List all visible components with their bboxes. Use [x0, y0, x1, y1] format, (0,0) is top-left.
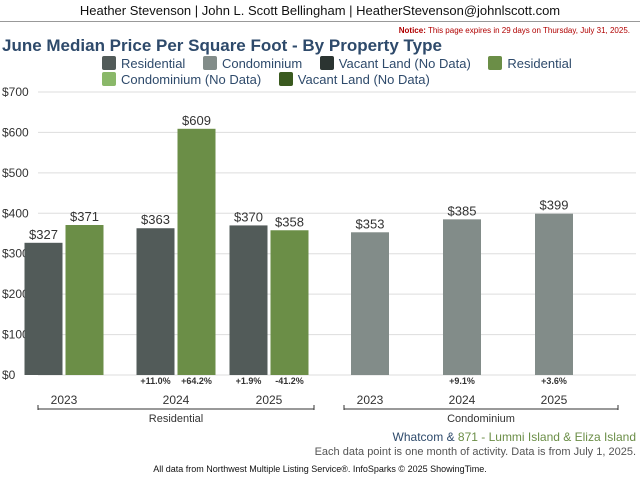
y-tick-label: $300	[2, 247, 29, 261]
legend-swatch	[102, 72, 116, 86]
contact-header: Heather Stevenson | John L. Scott Bellin…	[0, 0, 640, 22]
x-tick-label: 2023	[51, 393, 78, 407]
change-label: +3.6%	[541, 376, 567, 386]
x-tick-label: 2024	[449, 393, 476, 407]
legend-label: Condominium (No Data)	[121, 72, 262, 87]
data-label: $370	[234, 209, 263, 224]
bar	[177, 128, 216, 375]
y-tick-label: $0	[2, 368, 16, 382]
legend-label: Vacant Land (No Data)	[338, 56, 471, 71]
group-label: Residential	[149, 413, 203, 425]
y-tick-label: $500	[2, 166, 29, 180]
data-label: $327	[29, 227, 58, 242]
location-connector: &	[443, 430, 458, 444]
x-tick-label: 2025	[541, 393, 568, 407]
change-label: -41.2%	[275, 376, 304, 386]
bar	[65, 225, 104, 375]
bar	[229, 225, 268, 375]
expiry-notice: Notice: This page expires in 29 days on …	[399, 26, 630, 35]
data-label: $353	[356, 216, 385, 231]
legend-swatch	[278, 72, 293, 86]
legend-swatch	[202, 56, 217, 70]
change-label: +1.9%	[236, 376, 262, 386]
data-label: $358	[275, 214, 304, 229]
legend-entry-residential-dark[interactable]: Residential	[102, 56, 185, 71]
legend-entry-condominium[interactable]: Condominium	[202, 56, 303, 71]
y-tick-label: $200	[2, 287, 29, 301]
data-label: $371	[70, 209, 99, 224]
bar	[535, 213, 573, 375]
legend-entry-vacant-land[interactable]: Vacant Land (No Data)	[319, 56, 471, 71]
legend-entry-vacant-nodata[interactable]: Vacant Land (No Data)	[278, 72, 430, 87]
legend-entry-residential-green[interactable]: Residential	[488, 56, 572, 71]
bar	[443, 219, 481, 375]
contact-text: Heather Stevenson | John L. Scott Bellin…	[79, 3, 561, 18]
y-tick-label: $600	[2, 125, 29, 139]
x-tick-label: 2025	[256, 393, 283, 407]
footer-attribution: All data from Northwest Multiple Listing…	[153, 464, 487, 474]
legend-label: Residential	[507, 56, 572, 71]
location-label: Whatcom & 871 - Lummi Island & Eliza Isl…	[393, 430, 636, 444]
legend-swatch	[102, 56, 116, 70]
notice-text: This page expires in 29 days on Thursday…	[427, 26, 630, 35]
legend-entry-condominium-nodata[interactable]: Condominium (No Data)	[102, 72, 261, 87]
y-tick-label: $400	[2, 206, 29, 220]
y-tick-label: $700	[2, 85, 29, 99]
data-note: Each data point is one month of activity…	[314, 446, 636, 458]
data-label: $399	[540, 198, 569, 213]
legend-label: Condominium	[221, 56, 303, 71]
location-area[interactable]: Whatcom	[392, 430, 444, 444]
data-label: $385	[448, 203, 477, 218]
bar	[351, 232, 389, 375]
group-label: Condominium	[447, 413, 515, 425]
chart-title: June Median Price Per Square Foot - By P…	[2, 36, 442, 55]
legend-label: Vacant Land (No Data)	[297, 72, 430, 87]
y-tick-label: $100	[2, 328, 29, 342]
bar	[24, 242, 63, 375]
bar	[270, 230, 309, 375]
location-subarea[interactable]: 871 - Lummi Island & Eliza Island	[457, 430, 636, 444]
data-label: $363	[141, 212, 170, 227]
change-label: +64.2%	[181, 376, 212, 386]
legend-row-2: Condominium (No Data) Vacant Land (No Da…	[102, 72, 444, 87]
bar	[136, 228, 175, 375]
legend-row-1: Residential Condominium Vacant Land (No …	[102, 56, 586, 71]
change-label: +9.1%	[449, 376, 475, 386]
notice-label: Notice:	[398, 26, 426, 35]
legend-label: Residential	[121, 56, 186, 71]
data-label: $609	[182, 113, 211, 128]
legend-swatch	[488, 56, 503, 70]
change-label: +11.0%	[140, 376, 170, 386]
x-tick-label: 2023	[357, 393, 384, 407]
x-tick-label: 2024	[163, 393, 190, 407]
legend-swatch	[319, 56, 334, 70]
